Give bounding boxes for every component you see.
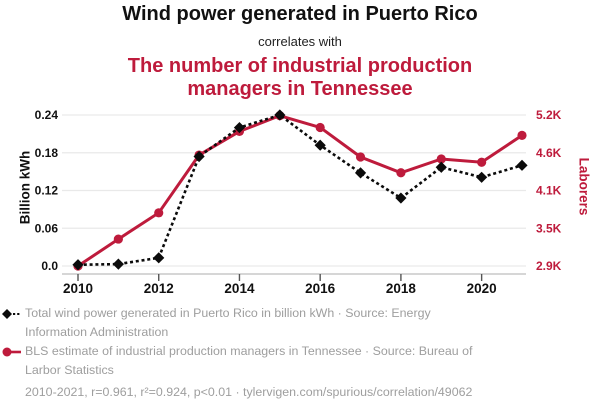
red-circle-solid-line-icon <box>2 347 21 357</box>
svg-text:2020: 2020 <box>467 281 497 296</box>
legend-label-wind-power: Total wind power generated in Puerto Ric… <box>25 306 431 339</box>
svg-text:2010: 2010 <box>63 281 93 296</box>
series-diamond <box>72 109 528 271</box>
svg-text:0.18: 0.18 <box>35 146 59 160</box>
svg-text:0.0: 0.0 <box>41 259 58 273</box>
svg-text:2.9K: 2.9K <box>536 259 562 273</box>
svg-text:4.1K: 4.1K <box>536 184 562 198</box>
right-axis-title: Laborers <box>576 157 592 216</box>
svg-text:5.2K: 5.2K <box>536 108 562 122</box>
svg-text:0.12: 0.12 <box>35 184 59 198</box>
black-diamond-dashed-line-icon <box>2 309 21 319</box>
svg-text:2018: 2018 <box>386 281 417 296</box>
legend: Total wind power generated in Puerto Ric… <box>2 304 598 402</box>
svg-text:4.6K: 4.6K <box>536 146 562 160</box>
svg-text:2014: 2014 <box>224 281 255 296</box>
correlates-with-label: correlates with <box>258 34 342 49</box>
left-axis-title: Billion kWh <box>17 150 33 225</box>
svg-text:2016: 2016 <box>305 281 336 296</box>
svg-text:0.24: 0.24 <box>35 108 59 122</box>
svg-text:0.06: 0.06 <box>35 221 59 235</box>
primary-title: Wind power generated in Puerto Rico <box>122 3 478 25</box>
x-axis: 2010 2012 2014 2016 2018 2020 <box>62 273 526 296</box>
legend-item-production-managers: BLS estimate of industrial production ma… <box>2 342 598 380</box>
legend-label-production-managers: BLS estimate of industrial production ma… <box>25 344 473 377</box>
legend-item-wind-power: Total wind power generated in Puerto Ric… <box>2 304 598 342</box>
svg-text:3.5K: 3.5K <box>536 221 562 235</box>
stats-footnote: 2010-2021, r=0.961, r²=0.924, p<0.01 · t… <box>25 385 473 399</box>
title-block: Wind power generated in Puerto Rico corr… <box>0 3 600 101</box>
gridlines-and-tick-labels: 0.0 2.9K 0.06 3.5K 0.12 4.1K 0.18 4.6K 0.24 5.2K <box>35 108 562 273</box>
svg-text:2012: 2012 <box>144 281 174 296</box>
secondary-title: The number of industrial production mana… <box>127 55 473 100</box>
